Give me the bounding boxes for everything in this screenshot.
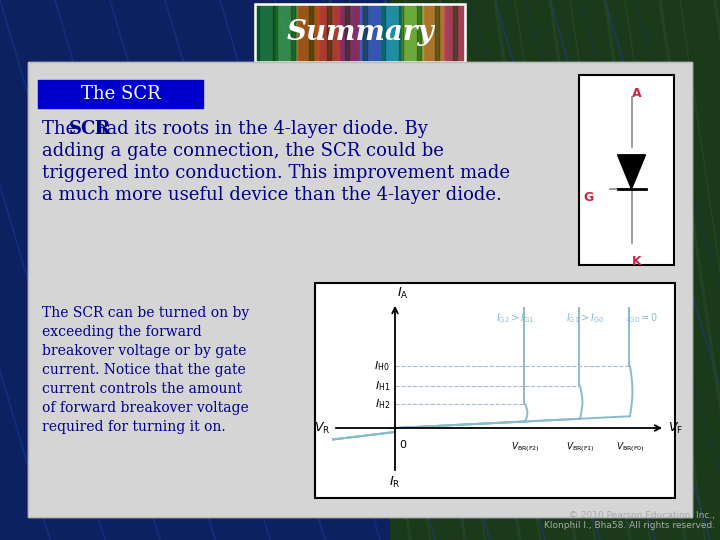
Bar [38,80,203,108]
Bar [339,4,360,62]
Bar [255,4,259,62]
Text: The SCR can be turned on by: The SCR can be turned on by [42,306,249,320]
Bar [309,4,313,62]
Bar [255,4,465,62]
Bar [435,4,439,62]
Bar [297,4,318,62]
Text: adding a gate connection, the SCR could be: adding a gate connection, the SCR could … [42,142,444,160]
Bar [423,4,444,62]
Bar [28,62,692,517]
Text: A: A [631,87,642,100]
Bar [28,62,692,517]
Text: required for turning it on.: required for turning it on. [42,420,225,434]
Bar [399,4,403,62]
Bar [0,0,390,540]
Bar [417,4,421,62]
Bar [381,4,385,62]
Text: breakover voltage or by gate: breakover voltage or by gate [42,344,246,358]
Text: $I_{\mathrm{A}}$: $I_{\mathrm{A}}$ [397,286,409,301]
Bar [453,4,457,62]
Text: $V_{\mathrm{BR(F2)}}$: $V_{\mathrm{BR(F2)}}$ [510,440,539,454]
Bar [315,283,675,498]
Text: $I_{\mathrm{G2}}>I_{\mathrm{G1}}$: $I_{\mathrm{G2}}>I_{\mathrm{G1}}$ [496,311,534,325]
Text: 0: 0 [399,440,406,450]
Bar [345,4,349,62]
Text: $V_{\mathrm{BR(F1)}}$: $V_{\mathrm{BR(F1)}}$ [565,440,595,454]
Bar [444,4,465,62]
Bar [360,4,381,62]
Bar [579,75,674,265]
Text: © 2010 Pearson Education, Inc.,
Klonphil I., Bha58. All rights reserved.: © 2010 Pearson Education, Inc., Klonphil… [544,511,715,530]
Bar [276,4,297,62]
Bar [381,4,402,62]
Text: $V_{\mathrm{F}}$: $V_{\mathrm{F}}$ [668,421,683,436]
Text: G: G [584,191,594,204]
Text: exceeding the forward: exceeding the forward [42,325,202,339]
Bar [291,4,295,62]
Text: had its roots in the 4-layer diode. By: had its roots in the 4-layer diode. By [89,120,428,138]
Bar [255,4,276,62]
Text: $I_{\mathrm{H2}}$: $I_{\mathrm{H2}}$ [374,397,390,411]
Text: SCR: SCR [68,120,111,138]
Text: $I_{\mathrm{G0}}=0$: $I_{\mathrm{G0}}=0$ [626,311,658,325]
Bar [327,4,331,62]
Text: $V_{\mathrm{BR(F0)}}$: $V_{\mathrm{BR(F0)}}$ [616,440,644,454]
Bar [363,4,367,62]
Bar [318,4,339,62]
Text: $I_{\mathrm{G1}}>I_{\mathrm{G0}}$: $I_{\mathrm{G1}}>I_{\mathrm{G0}}$ [566,311,604,325]
Polygon shape [618,155,646,189]
Bar [390,0,720,540]
Text: $I_{\mathrm{H1}}$: $I_{\mathrm{H1}}$ [374,379,390,393]
Text: The SCR: The SCR [81,85,161,103]
Bar [315,283,675,498]
Text: current. Notice that the gate: current. Notice that the gate [42,363,246,377]
Text: The: The [42,120,82,138]
Text: $I_{\mathrm{H0}}$: $I_{\mathrm{H0}}$ [374,359,390,373]
Text: a much more useful device than the 4-layer diode.: a much more useful device than the 4-lay… [42,186,502,204]
Bar [273,4,277,62]
Text: $I_{\mathrm{R}}$: $I_{\mathrm{R}}$ [390,475,401,490]
Text: $V_{\mathrm{R}}$: $V_{\mathrm{R}}$ [314,421,330,436]
Text: current controls the amount: current controls the amount [42,382,242,396]
Text: of forward breakover voltage: of forward breakover voltage [42,401,248,415]
Bar [402,4,423,62]
Text: K: K [631,255,642,268]
Bar [579,75,674,265]
Text: triggered into conduction. This improvement made: triggered into conduction. This improvem… [42,164,510,182]
Text: Summary: Summary [286,19,434,46]
